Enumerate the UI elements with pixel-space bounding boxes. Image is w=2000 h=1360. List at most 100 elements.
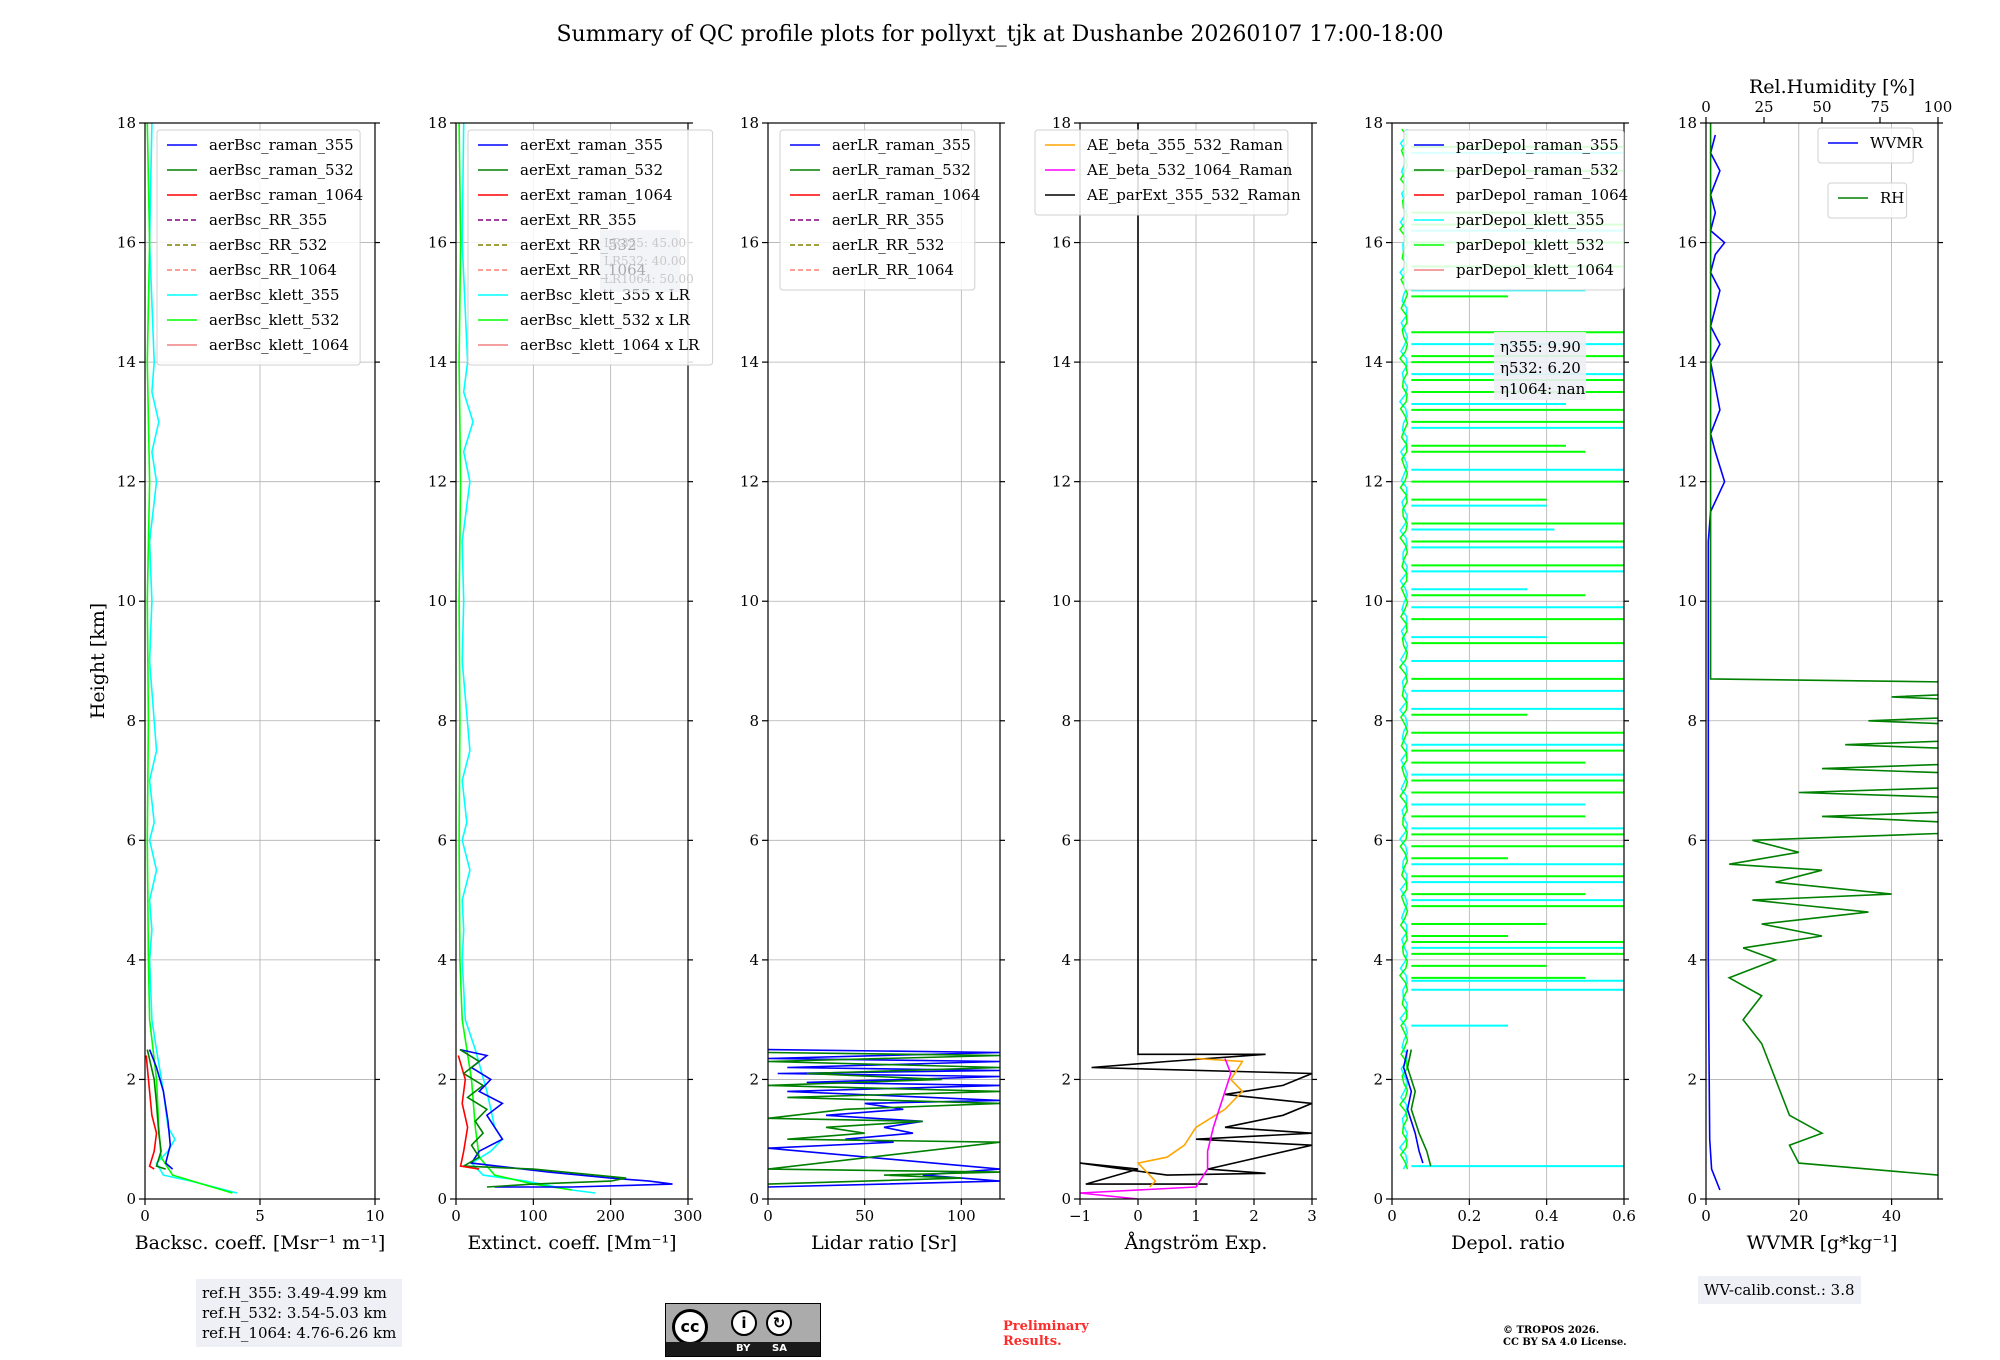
y-tick-label: 6 — [437, 831, 447, 849]
klett-lr-1: LR532: 40.00 — [604, 254, 686, 268]
series-line — [458, 123, 573, 1191]
y-tick-label: 2 — [1373, 1070, 1383, 1088]
top-x-tick-label: 25 — [1754, 98, 1773, 116]
y-tick-label: 18 — [740, 114, 759, 132]
y-tick-label: 2 — [1687, 1070, 1697, 1088]
y-tick-label: 8 — [126, 712, 136, 730]
panel-depol: 0 2 4 6 8 10 12 14 16 18 0 0.2 0.4 0.6 Depol. ratio par… — [1364, 114, 1636, 1254]
klett-lr-0: LR355: 45.00 — [604, 236, 686, 250]
y-tick-label: 14 — [1364, 353, 1383, 371]
plot-area — [1398, 128, 1624, 1170]
y-tick-label: 18 — [428, 114, 447, 132]
legend-label: aerLR_RR_355 — [832, 211, 944, 229]
y-tick-label: 6 — [1373, 831, 1383, 849]
series-line — [1080, 123, 1312, 1185]
legend-label: aerExt_raman_532 — [520, 161, 663, 179]
wv-calib-box: WV-calib.const.: 3.8 — [1698, 1276, 1861, 1304]
y-tick-label: 14 — [117, 353, 136, 371]
legend — [779, 129, 976, 291]
legend-label: parDepol_raman_1064 — [1456, 186, 1628, 204]
y-tick-label: 12 — [117, 473, 136, 491]
plot-area — [768, 1048, 1000, 1188]
y-tick-label: 14 — [1678, 353, 1697, 371]
y-tick-label: 16 — [428, 234, 447, 252]
series-line — [1709, 123, 1938, 1177]
y-tick-label: 10 — [117, 592, 136, 610]
legend-label: aerBsc_RR_355 — [209, 211, 327, 229]
axes-frame — [1705, 122, 1939, 1200]
y-tick-label: 4 — [437, 951, 447, 969]
y-tick-label: 0 — [1373, 1190, 1383, 1208]
y-tick-label: 14 — [428, 353, 447, 371]
top-x-tick-label: 75 — [1870, 98, 1889, 116]
x-tick-label: 20 — [1789, 1207, 1808, 1225]
legend-label: aerLR_RR_532 — [832, 236, 944, 254]
legend-label: aerBsc_raman_1064 — [209, 186, 363, 204]
y-tick-label: 16 — [117, 234, 136, 252]
y-tick-label: 16 — [1052, 234, 1071, 252]
y-tick-label: 2 — [437, 1070, 447, 1088]
x-tick-label: −1 — [1069, 1207, 1091, 1225]
y-axis-label: Height [km] — [87, 603, 109, 719]
series-lime — [1398, 128, 1409, 1170]
y-tick-label: 10 — [1678, 592, 1697, 610]
legend-label: parDepol_klett_355 — [1456, 211, 1605, 229]
y-tick-label: 12 — [1364, 473, 1383, 491]
y-tick-label: 0 — [1061, 1190, 1071, 1208]
x-tick-label: 100 — [947, 1207, 976, 1225]
y-tick-label: 14 — [740, 353, 759, 371]
y-tick-label: 12 — [740, 473, 759, 491]
cc-circle-icon: cc — [672, 1309, 708, 1345]
eta-bg — [1494, 332, 1586, 400]
x-axis-label: Backsc. coeff. [Msr⁻¹ m⁻¹] — [135, 1232, 386, 1254]
axes-frame — [767, 122, 1001, 1200]
copyright-line-1: © TROPOS 2026. — [1503, 1325, 1600, 1336]
series-line — [768, 1051, 1000, 1185]
plot-area — [1707, 123, 1938, 1191]
ref-height-355: ref.H_355: 3.49-4.99 km — [202, 1284, 387, 1302]
cc-by-label: BY — [736, 1343, 751, 1354]
series-line — [459, 1048, 627, 1188]
y-tick-label: 4 — [1687, 951, 1697, 969]
klett-lr-bg — [600, 230, 680, 292]
y-tick-label: 18 — [1364, 114, 1383, 132]
y-tick-label: 8 — [1687, 712, 1697, 730]
series-line — [768, 1048, 1000, 1188]
series-line — [457, 1055, 480, 1170]
copyright-line-2: CC BY SA 4.0 License. — [1503, 1337, 1627, 1348]
y-tick-label: 8 — [749, 712, 759, 730]
legend-label: aerBsc_klett_355 — [209, 286, 340, 304]
x-tick-label: 3 — [1307, 1207, 1317, 1225]
series-line — [148, 123, 238, 1194]
y-tick-label: 8 — [1373, 712, 1383, 730]
y-tick-label: 2 — [1061, 1070, 1071, 1088]
x-axis-label: Ångström Exp. — [1124, 1232, 1268, 1254]
x-tick-label: 300 — [674, 1207, 703, 1225]
legend-rh — [1827, 182, 1908, 219]
legend — [1034, 129, 1289, 216]
x-tick-label: 50 — [855, 1207, 874, 1225]
cc-license-bar: BY SA — [666, 1342, 820, 1356]
x-axis-label: Depol. ratio — [1451, 1232, 1565, 1254]
y-tick-label: 12 — [1052, 473, 1071, 491]
series-line — [148, 1049, 174, 1170]
legend-label: aerLR_raman_1064 — [832, 186, 980, 204]
x-tick-label: 40 — [1882, 1207, 1901, 1225]
series-line — [1136, 1057, 1244, 1188]
legend-label: AE_beta_355_532_Raman — [1086, 136, 1283, 154]
y-tick-label: 6 — [1061, 831, 1071, 849]
legend-label: aerBsc_raman_355 — [209, 136, 354, 154]
series-line — [146, 1049, 166, 1170]
eta-label-0: η355: 9.90 — [1500, 338, 1581, 356]
y-tick-label: 8 — [1061, 712, 1071, 730]
y-tick-label: 12 — [1678, 473, 1697, 491]
y-tick-label: 18 — [117, 114, 136, 132]
x-tick-label: 0 — [1701, 1207, 1711, 1225]
y-tick-label: 14 — [1052, 353, 1071, 371]
x-tick-label: 0.4 — [1535, 1207, 1559, 1225]
preliminary-line-1: Preliminary — [1003, 1319, 1089, 1334]
y-tick-label: 2 — [126, 1070, 136, 1088]
x-tick-label: 5 — [255, 1207, 265, 1225]
